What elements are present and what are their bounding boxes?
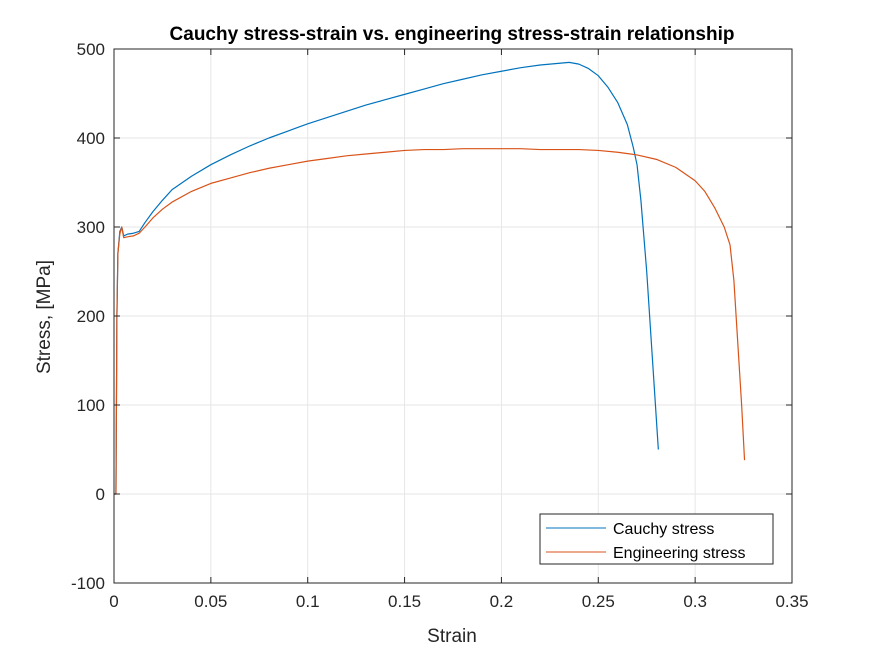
x-tick-label: 0	[109, 592, 118, 611]
series-layer	[114, 61, 746, 495]
y-tick-label: 400	[77, 129, 105, 148]
chart-title: Cauchy stress-strain vs. engineering str…	[170, 24, 735, 45]
cauchy-stress-line	[114, 61, 659, 495]
y-tick-label: 100	[77, 396, 105, 415]
legend: Cauchy stress Engineering stress	[539, 513, 774, 565]
y-tick-label: 300	[77, 218, 105, 237]
x-tick-label: 0.35	[775, 592, 808, 611]
engineering-stress-line	[114, 148, 746, 495]
y-axis-label: Stress, [MPa]	[34, 260, 55, 374]
y-tick-label: 0	[96, 485, 105, 504]
y-tick-label: -100	[71, 574, 105, 593]
legend-box	[539, 513, 774, 565]
x-tick-label: 0.25	[582, 592, 615, 611]
x-tick-label: 0.1	[296, 592, 320, 611]
x-tick-label: 0.05	[194, 592, 227, 611]
y-tick-label: 500	[77, 40, 105, 59]
x-tick-label: 0.15	[388, 592, 421, 611]
ticks: 0 0.05 0.1 0.15 0.2 0.25 0.3 0.35-1000100200300…	[71, 40, 809, 611]
legend-label-cauchy: Cauchy stress	[613, 521, 714, 538]
x-tick-label: 0.3	[683, 592, 707, 611]
legend-label-engineering: Engineering stress	[613, 545, 746, 562]
y-tick-label: 200	[77, 307, 105, 326]
x-axis-label: Strain	[427, 626, 477, 647]
x-tick-label: 0.2	[490, 592, 514, 611]
